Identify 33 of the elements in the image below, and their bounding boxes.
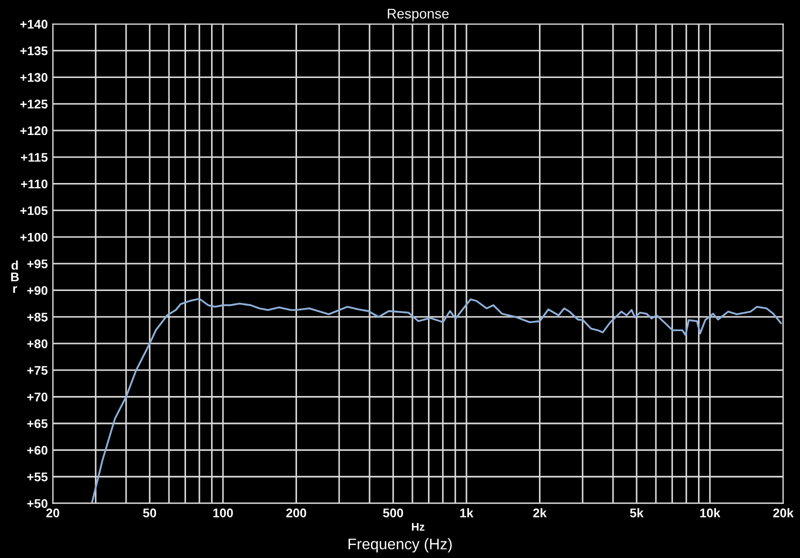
y-tick-label: +100 (20, 232, 48, 242)
x-tick-label: 100 (213, 508, 233, 518)
y-tick-label: +125 (20, 100, 48, 109)
y-tick-label: +65 (27, 419, 48, 428)
y-tick-label: +95 (27, 259, 48, 268)
x-tick-label: 50 (143, 508, 156, 518)
x-axis-title: Hz (412, 523, 424, 531)
x-tick-label: 1k (460, 508, 474, 518)
text: Frequency (Hz) (348, 538, 452, 552)
y-tick-label: +90 (27, 286, 48, 295)
x-tick-label: 20 (46, 508, 60, 518)
chart-title: Response (388, 8, 449, 22)
y-tick-label: +115 (20, 153, 48, 162)
y-tick-label: +105 (20, 206, 48, 216)
x-tick-label: 200 (286, 508, 306, 518)
y-tick-label: +130 (20, 73, 48, 82)
y-tick-label: +50 (27, 499, 48, 508)
x-tick-label: 10k (700, 508, 720, 518)
x-tick-label: 5k (630, 508, 644, 518)
y-tick-label: +135 (20, 46, 48, 56)
x-tick-label: 2k (533, 508, 547, 518)
y-tick-label: +70 (27, 392, 48, 402)
x-tick-label: 20k (773, 508, 794, 518)
y-tick-label: +140 (20, 20, 48, 29)
y-tick-label: +60 (27, 446, 48, 455)
y-axis-title: dBr (11, 260, 19, 293)
y-tick-label: +110 (20, 180, 48, 188)
y-tick-label: +85 (27, 312, 48, 322)
x-tick-label: 500 (383, 508, 404, 518)
y-tick-label: +55 (27, 472, 48, 482)
y-tick-label: +80 (27, 339, 48, 348)
y-tick-label: +75 (27, 366, 48, 375)
y-tick-label: +120 (20, 126, 48, 136)
